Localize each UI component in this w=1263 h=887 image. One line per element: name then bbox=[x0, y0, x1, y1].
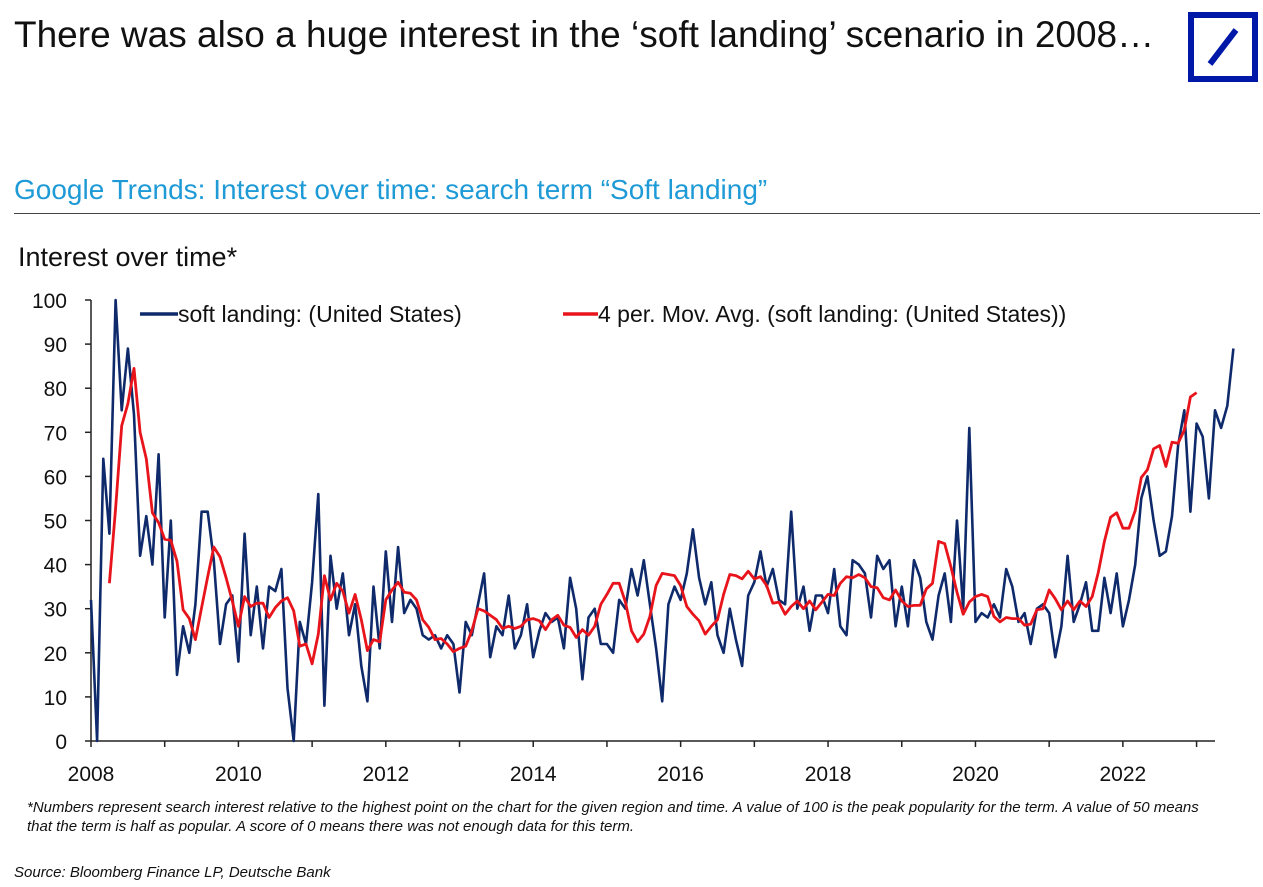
chart-title: Google Trends: Interest over time: searc… bbox=[14, 174, 768, 205]
series-line-moving-average bbox=[108, 366, 1198, 666]
y-tick-label: 100 bbox=[32, 290, 67, 313]
y-tick-label: 20 bbox=[44, 643, 67, 666]
y-tick-label: 60 bbox=[44, 466, 67, 489]
y-tick-label: 40 bbox=[44, 555, 67, 578]
x-tick-label: 2022 bbox=[1100, 763, 1147, 786]
source-note: Source: Bloomberg Finance LP, Deutsche B… bbox=[14, 864, 331, 881]
series-line-soft-landing bbox=[89, 298, 1235, 743]
x-tick-label: 2010 bbox=[215, 763, 262, 786]
series-layer bbox=[89, 298, 1235, 743]
y-tick-label: 90 bbox=[44, 334, 67, 357]
title-divider bbox=[14, 213, 1260, 214]
x-tick-label: 2012 bbox=[362, 763, 409, 786]
x-tick-label: 2014 bbox=[510, 763, 557, 786]
y-tick-label: 30 bbox=[44, 599, 67, 622]
y-axis-label: Interest over time* bbox=[18, 242, 238, 272]
legend-label-soft-landing: soft landing: (United States) bbox=[178, 301, 462, 327]
y-tick-label: 70 bbox=[44, 422, 67, 445]
y-tick-label: 80 bbox=[44, 378, 67, 401]
x-tick-label: 2020 bbox=[952, 763, 999, 786]
footnote: *Numbers represent search interest relat… bbox=[27, 799, 1199, 835]
y-tick-label: 10 bbox=[44, 687, 67, 710]
line-chart: Interest over time* 0 10 20 30 40 50 60 70 80 90 1… bbox=[18, 242, 1235, 786]
y-tick-label: 50 bbox=[44, 511, 67, 534]
x-tick-label: 2018 bbox=[805, 763, 852, 786]
y-axis: 0 10 20 30 40 50 60 70 80 90 100 bbox=[32, 290, 92, 754]
legend: soft landing: (United States) 4 per. Mov… bbox=[140, 301, 1066, 327]
legend-label-moving-average: 4 per. Mov. Avg. (soft landing: (United … bbox=[598, 301, 1066, 327]
x-axis: 2008 2010 2012 2014 2016 2018 2020 2022 bbox=[68, 740, 1215, 786]
slide-title: There was also a huge interest in the ‘s… bbox=[14, 14, 1155, 55]
y-tick-label: 0 bbox=[55, 731, 67, 754]
x-tick-label: 2008 bbox=[68, 763, 115, 786]
deutsche-bank-logo-icon bbox=[1188, 12, 1258, 82]
x-tick-label: 2016 bbox=[657, 763, 704, 786]
